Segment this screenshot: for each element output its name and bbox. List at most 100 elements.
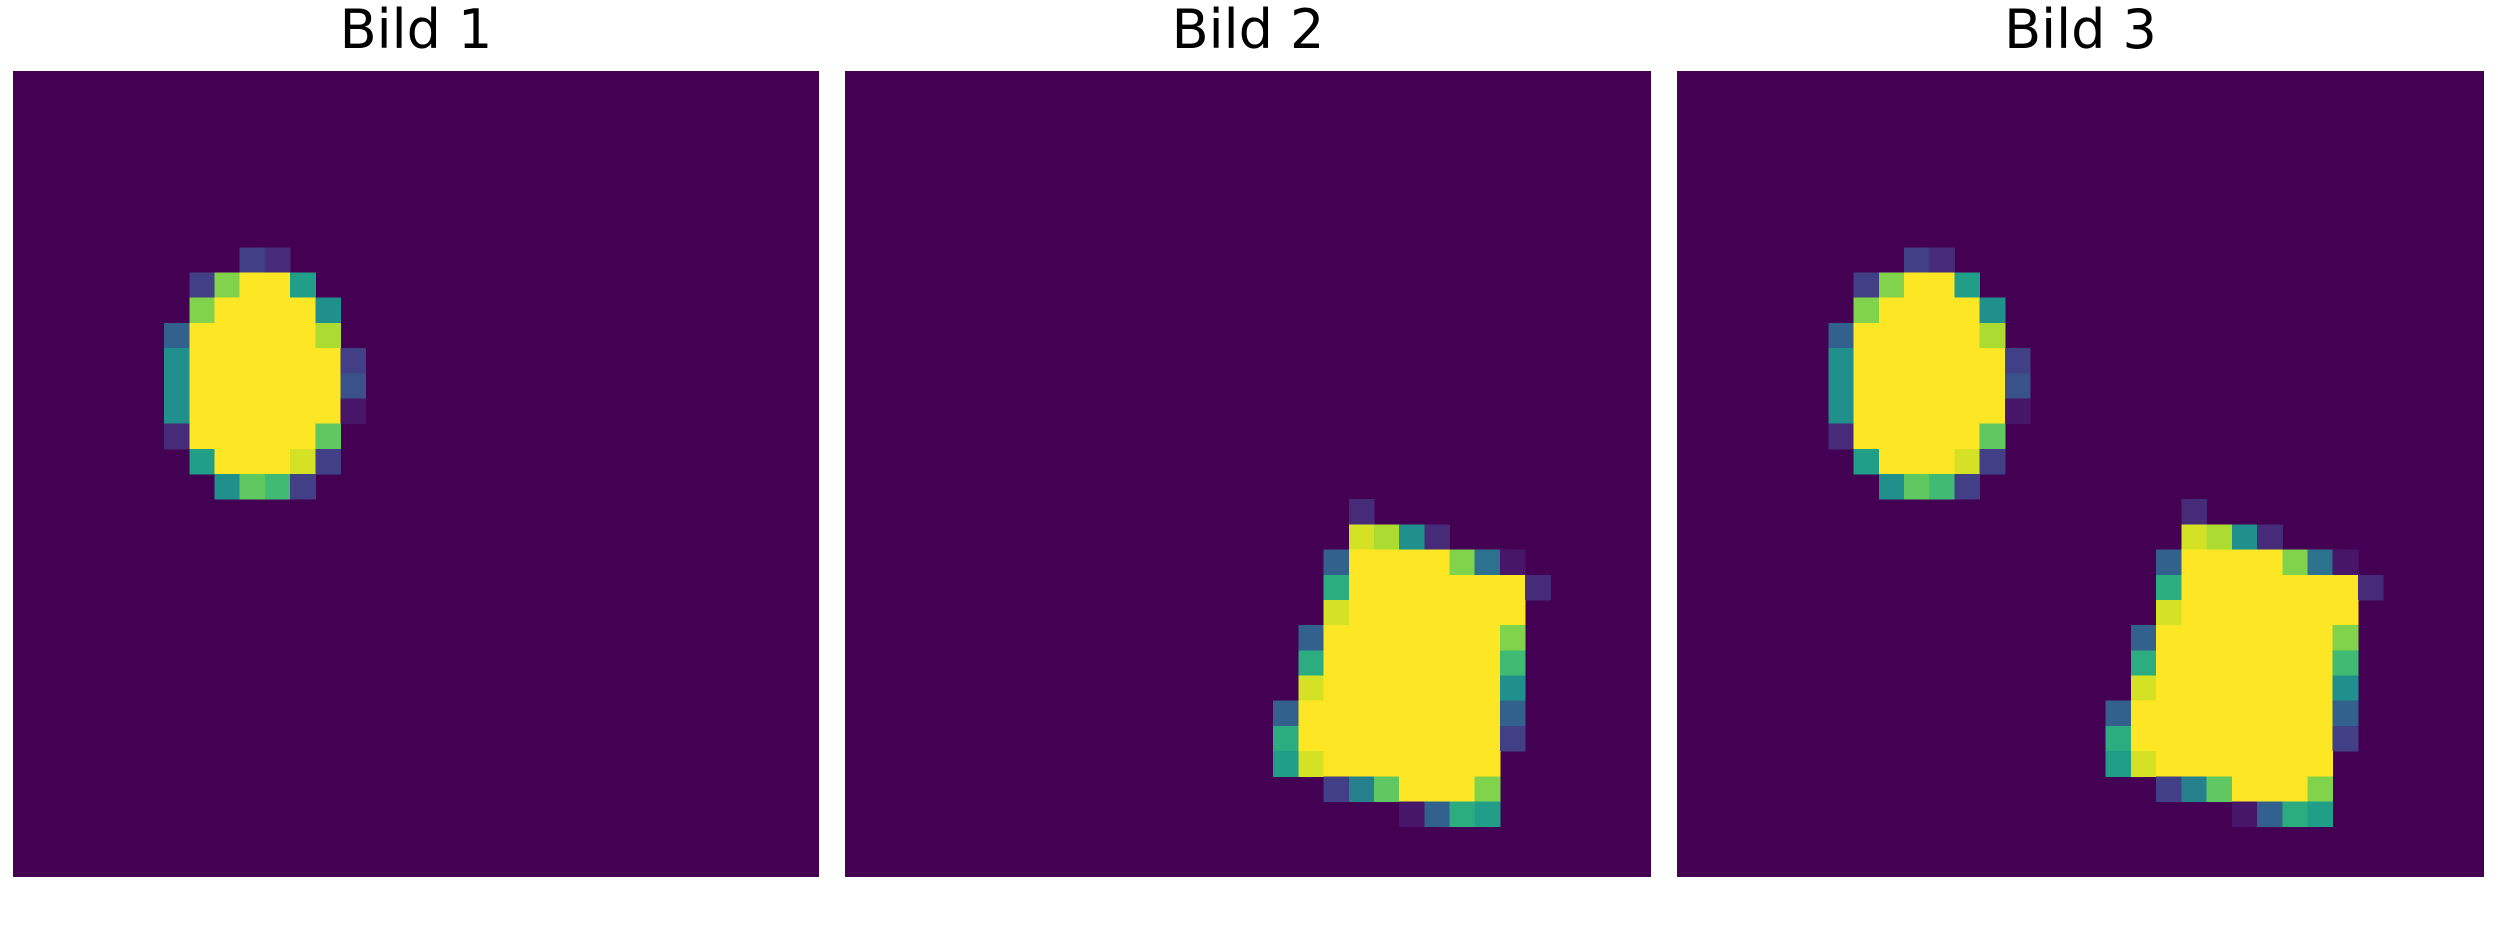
heatmap-cell (1499, 549, 1526, 576)
heatmap-cell (239, 373, 266, 399)
heatmap-cell (2307, 650, 2334, 677)
heatmap-cell (2130, 675, 2157, 702)
panel-title-2: Bild 2 (1171, 0, 1325, 61)
heatmap-panel-2 (845, 71, 1651, 877)
heatmap-cell (239, 348, 266, 374)
heatmap-cell (189, 448, 216, 475)
heatmap-cell (1424, 700, 1451, 727)
heatmap-cell (164, 373, 190, 399)
heatmap-cell (2181, 751, 2208, 777)
heatmap-cell (2231, 801, 2258, 828)
heatmap-cell (1399, 625, 1425, 651)
heatmap-cell (1929, 448, 1955, 475)
heatmap-cell (1273, 725, 1299, 752)
heatmap-cell (290, 398, 316, 425)
heatmap-cell (1323, 549, 1350, 576)
heatmap-cell (2307, 751, 2334, 777)
heatmap-cell (2181, 524, 2208, 551)
heatmap-panel-1 (13, 71, 819, 877)
heatmap-cell (1424, 599, 1451, 626)
heatmap-cell (189, 373, 216, 399)
heatmap-cell (1853, 448, 1880, 475)
heatmap-cell (1399, 524, 1425, 551)
heatmap-cell (1929, 423, 1955, 450)
heatmap-cell (2307, 801, 2334, 828)
heatmap-cell (2156, 675, 2182, 702)
heatmap-cell (2282, 549, 2308, 576)
heatmap-cell (2181, 776, 2208, 802)
heatmap-cell (1474, 725, 1501, 752)
heatmap-cell (1424, 751, 1451, 777)
heatmap-cell (2206, 599, 2233, 626)
heatmap-cell (1903, 348, 1930, 374)
heatmap-cell (1348, 599, 1375, 626)
heatmap-cell (1373, 524, 1400, 551)
heatmap-cell (2282, 801, 2308, 828)
heatmap-cell (2282, 574, 2308, 601)
heatmap-cell (2156, 776, 2182, 802)
heatmap-cell (1979, 448, 2006, 475)
heatmap-cell (264, 373, 291, 399)
heatmap-cell (1323, 650, 1350, 677)
heatmap-cell (1954, 448, 1981, 475)
heatmap-cell (189, 322, 216, 349)
heatmap-cell (1449, 725, 1476, 752)
heatmap-cell (1828, 423, 1855, 450)
heatmap-cell (1273, 751, 1299, 777)
heatmap-cell (214, 474, 241, 500)
heatmap-cell (1298, 725, 1325, 752)
heatmap-cell (1474, 700, 1501, 727)
heatmap-cell (2332, 650, 2359, 677)
heatmap-cell (1903, 474, 1930, 500)
heatmap-cell (239, 448, 266, 475)
heatmap-cell (1878, 398, 1905, 425)
heatmap-cell (1474, 625, 1501, 651)
heatmap-cell (1399, 599, 1425, 626)
heatmap-cell (1979, 348, 2006, 374)
heatmap-cell (189, 272, 216, 299)
heatmap-cell (1399, 725, 1425, 752)
heatmap-cell (264, 272, 291, 299)
heatmap-cell (2181, 599, 2208, 626)
heatmap-cell (2307, 700, 2334, 727)
heatmap-cell (1298, 625, 1325, 651)
heatmap-cell (2206, 700, 2233, 727)
heatmap-cell (1903, 423, 1930, 450)
heatmap-cell (1399, 751, 1425, 777)
heatmap-cell (315, 348, 341, 374)
heatmap-cell (2156, 574, 2182, 601)
heatmap-cell (2257, 725, 2283, 752)
heatmap-cell (264, 247, 291, 274)
heatmap-cell (2332, 574, 2359, 601)
heatmap-cell (1979, 423, 2006, 450)
heatmap-cell (164, 322, 190, 349)
heatmap-cell (1828, 322, 1855, 349)
heatmap-cell (1979, 297, 2006, 324)
heatmap-cell (1399, 650, 1425, 677)
heatmap-cell (2307, 599, 2334, 626)
heatmap-cell (1373, 599, 1400, 626)
heatmap-cell (2156, 599, 2182, 626)
heatmap-cell (189, 297, 216, 324)
heatmap-cell (264, 423, 291, 450)
heatmap-cell (340, 348, 367, 374)
heatmap-cell (1424, 625, 1451, 651)
heatmap-cell (1954, 272, 1981, 299)
heatmap-cell (1348, 776, 1375, 802)
heatmap-cell (1373, 751, 1400, 777)
heatmap-cell (2307, 625, 2334, 651)
heatmap-cell (290, 322, 316, 349)
heatmap-cell (1954, 474, 1981, 500)
heatmap-cell (1449, 625, 1476, 651)
heatmap-cell (1348, 625, 1375, 651)
heatmap-cell (1424, 801, 1451, 828)
heatmap-cell (214, 297, 241, 324)
heatmap-cell (1828, 348, 1855, 374)
heatmap-cell (1323, 625, 1350, 651)
heatmap-cell (1373, 776, 1400, 802)
heatmap-cell (164, 423, 190, 450)
heatmap-cell (1474, 675, 1501, 702)
heatmap-cell (2332, 725, 2359, 752)
heatmap-cell (2332, 625, 2359, 651)
heatmap-cell (189, 348, 216, 374)
